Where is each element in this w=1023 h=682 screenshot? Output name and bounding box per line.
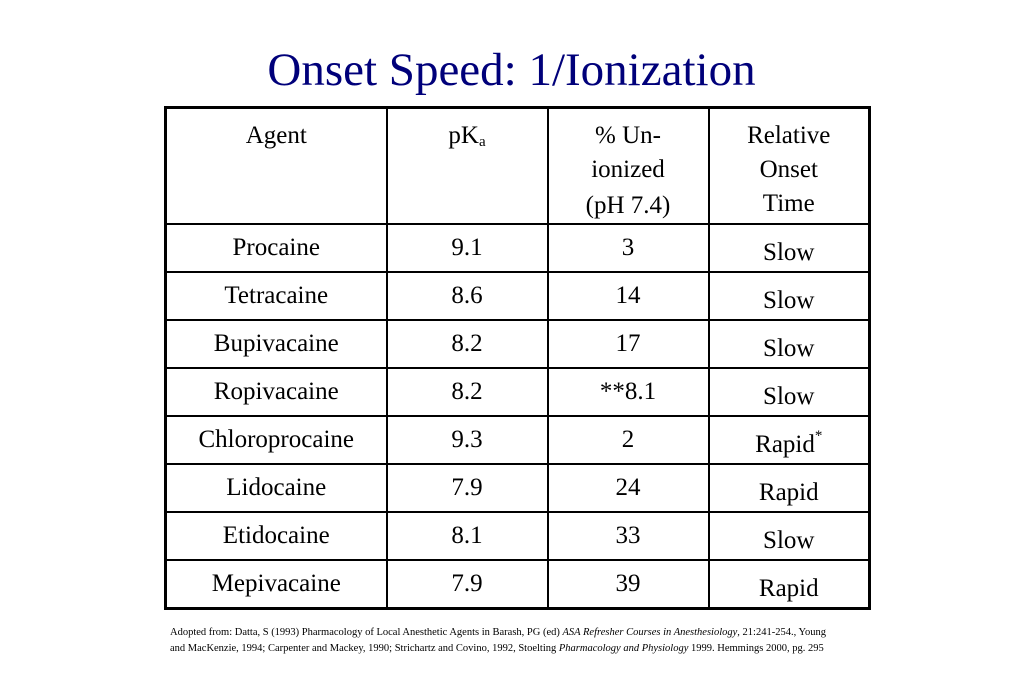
table-row: Chloroprocaine 9.3 2 Rapid* (164, 415, 871, 465)
cell-pka: 9.1 (385, 223, 549, 273)
table-row: Ropivacaine 8.2 **8.1 Slow (164, 367, 871, 417)
cell-unionized: **8.1 (546, 367, 710, 417)
cell-agent: Mepivacaine (164, 559, 388, 610)
cell-pka: 9.3 (385, 415, 549, 465)
table-row: Etidocaine 8.1 33 Slow (164, 511, 871, 561)
cell-pka: 8.1 (385, 511, 549, 561)
header-unionized: % Un- ionized (pH 7.4) (546, 106, 710, 225)
table-row: Lidocaine 7.9 24 Rapid (164, 463, 871, 513)
cell-unionized: 14 (546, 271, 710, 321)
table-row: Mepivacaine 7.9 39 Rapid (164, 559, 871, 610)
table-row: Tetracaine 8.6 14 Slow (164, 271, 871, 321)
cell-unionized: 24 (546, 463, 710, 513)
cell-onset: Slow (707, 319, 871, 369)
table-row: Procaine 9.1 3 Slow (164, 223, 871, 273)
cell-onset: Slow (707, 367, 871, 417)
header-pka-subscript: a (478, 134, 486, 150)
cell-onset: Rapid* (707, 415, 871, 465)
cell-pka: 7.9 (385, 559, 549, 610)
cell-unionized: 2 (546, 415, 710, 465)
cell-agent: Ropivacaine (164, 367, 388, 417)
cell-unionized: 17 (546, 319, 710, 369)
slide-title: Onset Speed: 1/Ionization (267, 44, 756, 96)
cell-onset: Slow (707, 511, 871, 561)
cell-unionized: 33 (546, 511, 710, 561)
cell-agent: Etidocaine (164, 511, 388, 561)
cell-agent: Chloroprocaine (164, 415, 388, 465)
cell-pka: 7.9 (385, 463, 549, 513)
table-header-row: Agent pKa % Un- ionized (pH 7.4) Relativ… (164, 106, 871, 225)
local-anesthetic-table: Agent pKa % Un- ionized (pH 7.4) Relativ… (164, 106, 871, 610)
cell-onset: Rapid (707, 559, 871, 610)
header-agent: Agent (164, 106, 388, 225)
header-relative-onset: Relative Onset Time (707, 106, 871, 225)
cell-onset: Rapid (707, 463, 871, 513)
cell-agent: Bupivacaine (164, 319, 388, 369)
asterisk-footnote-mark: * (814, 427, 823, 444)
header-pka: pKa (385, 106, 549, 225)
cell-onset: Slow (707, 223, 871, 273)
table-row: Bupivacaine 8.2 17 Slow (164, 319, 871, 369)
cell-unionized: 3 (546, 223, 710, 273)
cell-agent: Procaine (164, 223, 388, 273)
cell-pka: 8.2 (385, 319, 549, 369)
cell-agent: Lidocaine (164, 463, 388, 513)
cell-unionized: 39 (546, 559, 710, 610)
cell-pka: 8.6 (385, 271, 549, 321)
cell-agent: Tetracaine (164, 271, 388, 321)
citation-footnote: Adopted from: Datta, S (1993) Pharmacolo… (170, 627, 826, 654)
cell-onset: Slow (707, 271, 871, 321)
cell-pka: 8.2 (385, 367, 549, 417)
